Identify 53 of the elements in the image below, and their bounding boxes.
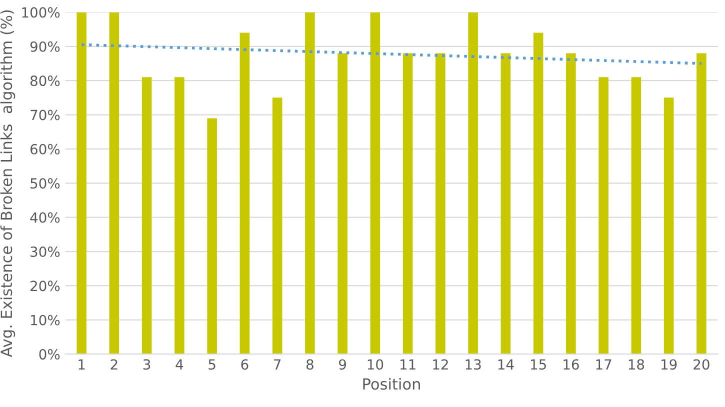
- x-tick-label: 12: [433, 359, 448, 370]
- x-tick-label: 15: [531, 359, 546, 370]
- bar: [240, 32, 250, 354]
- bar: [664, 98, 674, 354]
- bar: [631, 77, 642, 354]
- y-tick-label: 50%: [30, 178, 60, 189]
- y-tick-label: 80%: [30, 76, 60, 86]
- x-tick-label: 20: [694, 359, 710, 370]
- x-tick-label: 5: [208, 359, 216, 370]
- bar: [272, 98, 282, 354]
- y-tick-label: 60%: [30, 144, 60, 154]
- bar: [500, 53, 511, 354]
- bar: [142, 77, 152, 354]
- y-tick-label: 30%: [30, 246, 60, 257]
- x-axis-title: Position: [363, 378, 420, 390]
- y-axis-title: Avg. Existence of Broken Links algorithm (%): [0, 10, 16, 358]
- x-tick-label: 19: [662, 359, 677, 370]
- x-tick-label: 17: [596, 359, 612, 370]
- bar: [436, 53, 446, 354]
- x-tick-label: 10: [368, 359, 384, 370]
- x-tick-label: 3: [143, 359, 150, 370]
- x-tick-label: 2: [110, 359, 118, 370]
- bar: [76, 12, 86, 354]
- bar: [370, 12, 380, 354]
- y-tick-label: 20%: [30, 280, 60, 292]
- y-tick-label: 0%: [39, 349, 60, 360]
- y-tick-label: 90%: [30, 41, 60, 52]
- x-tick-label: 7: [274, 359, 281, 370]
- bar: [566, 53, 576, 354]
- x-tick-label: 11: [400, 359, 416, 370]
- bar: [109, 12, 120, 354]
- x-tick-label: 9: [339, 359, 346, 370]
- bar: [338, 53, 348, 354]
- bar: [533, 32, 544, 354]
- bar: [207, 118, 217, 354]
- y-tick-label: 40%: [30, 212, 60, 223]
- x-tick-label: 14: [498, 359, 514, 370]
- x-tick-label: 16: [564, 359, 579, 370]
- bar: [402, 53, 413, 354]
- x-tick-label: 13: [466, 359, 481, 370]
- y-tick-label: 10%: [31, 314, 60, 326]
- bar: [696, 53, 706, 354]
- bar: [174, 77, 184, 354]
- x-tick-label: 18: [628, 359, 644, 370]
- x-tick-label: 8: [306, 359, 314, 370]
- bar: [305, 12, 315, 354]
- y-tick-label: 100%: [22, 7, 60, 18]
- bar: [598, 77, 608, 354]
- y-tick-label: 70%: [30, 110, 60, 120]
- x-tick-label: 6: [241, 359, 248, 370]
- x-tick-label: 4: [176, 359, 184, 370]
- bar: [468, 12, 478, 354]
- x-tick-label: 1: [78, 359, 85, 370]
